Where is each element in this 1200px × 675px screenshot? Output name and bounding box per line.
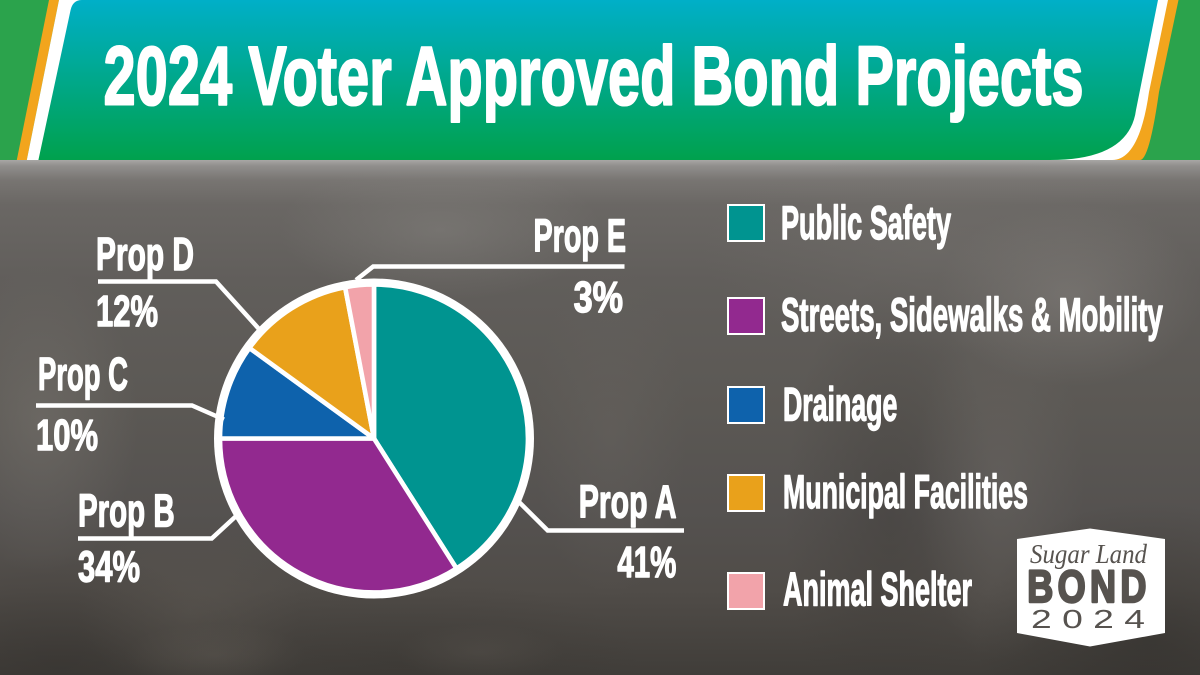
- svg-text:Sugar Land: Sugar Land: [1030, 539, 1147, 569]
- svg-text:Public Safety: Public Safety: [781, 196, 951, 249]
- svg-text:Prop C: Prop C: [38, 348, 128, 400]
- svg-text:Prop D: Prop D: [96, 228, 194, 280]
- svg-text:3%: 3%: [574, 273, 623, 322]
- svg-text:Prop E: Prop E: [534, 210, 627, 262]
- svg-text:34%: 34%: [78, 543, 140, 592]
- svg-text:Prop A: Prop A: [579, 476, 677, 528]
- svg-text:10%: 10%: [36, 411, 98, 460]
- svg-text:Municipal Facilities: Municipal Facilities: [783, 465, 1028, 518]
- svg-text:12%: 12%: [96, 287, 158, 336]
- svg-text:Drainage: Drainage: [783, 378, 897, 431]
- svg-text:BOND: BOND: [1027, 561, 1151, 612]
- svg-text:2 0 2 4: 2 0 2 4: [1031, 604, 1145, 634]
- svg-text:Animal Shelter: Animal Shelter: [783, 563, 972, 616]
- svg-text:Streets, Sidewalks & Mobility: Streets, Sidewalks & Mobility: [781, 288, 1163, 341]
- svg-text:2024 Voter Approved Bond Proje: 2024 Voter Approved Bond Projects: [104, 29, 1084, 123]
- svg-text:41%: 41%: [617, 538, 676, 587]
- svg-text:Prop B: Prop B: [78, 485, 175, 537]
